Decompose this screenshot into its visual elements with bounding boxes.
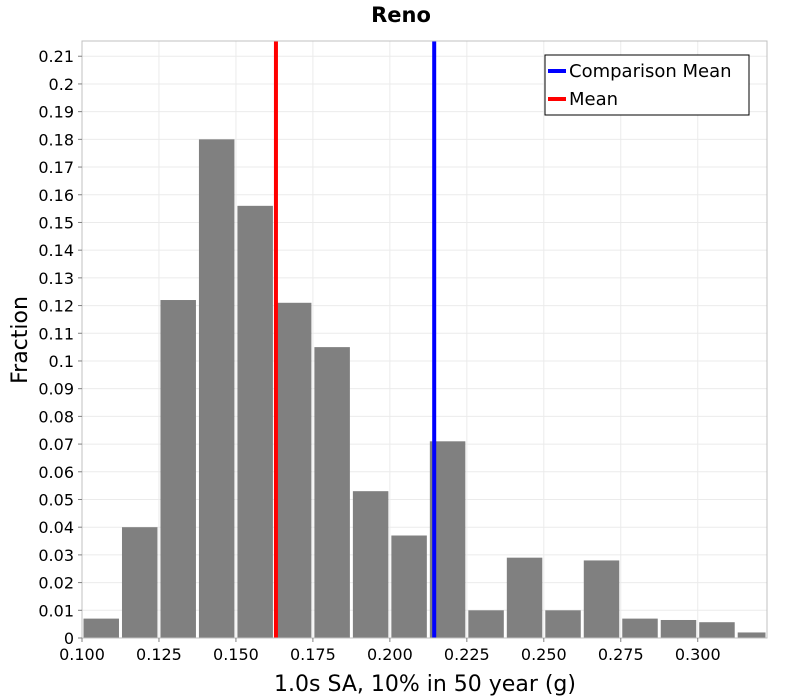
y-axis-label: Fraction <box>8 296 33 384</box>
y-tick-label: 0.17 <box>38 158 74 177</box>
y-tick-label: 0.09 <box>38 380 74 399</box>
y-tick-label: 0.08 <box>38 407 74 426</box>
histogram-bar <box>737 632 766 638</box>
histogram-bar <box>314 347 350 638</box>
y-tick-label: 0.18 <box>38 130 74 149</box>
histogram-bar <box>622 618 658 638</box>
y-tick-label: 0.12 <box>38 297 74 316</box>
x-tick-label: 0.150 <box>213 645 259 664</box>
x-tick-label: 0.300 <box>675 645 721 664</box>
x-tick-label: 0.225 <box>444 645 490 664</box>
x-axis-label: 1.0s SA, 10% in 50 year (g) <box>274 672 576 697</box>
bars <box>83 139 766 638</box>
histogram-bar <box>198 139 235 638</box>
y-tick-label: 0.14 <box>38 241 74 260</box>
histogram-bar <box>660 619 697 638</box>
y-tick-label: 0.03 <box>38 546 74 565</box>
x-tick-label: 0.175 <box>290 645 336 664</box>
histogram-bar <box>468 610 504 638</box>
chart-title: Reno <box>371 3 431 27</box>
y-tick-label: 0.01 <box>38 601 74 620</box>
y-tick-label: 0.11 <box>38 324 74 343</box>
x-tick-label: 0.125 <box>136 645 182 664</box>
y-tick-label: 0.02 <box>38 574 74 593</box>
y-tick-label: 0.04 <box>38 518 74 537</box>
x-tick-label: 0.275 <box>598 645 644 664</box>
x-tick-label: 0.100 <box>59 645 105 664</box>
y-tick-label: 0.07 <box>38 435 74 454</box>
x-axis-ticks: 0.100 0.125 0.150 0.175 0.200 0.225 0.250 0.275… <box>59 638 721 664</box>
y-tick-label: 0.1 <box>49 352 74 371</box>
histogram-bar <box>583 560 620 638</box>
x-tick-label: 0.200 <box>367 645 413 664</box>
histogram-bar <box>237 205 273 638</box>
x-tick-label: 0.250 <box>521 645 567 664</box>
legend-label: Mean <box>569 89 618 110</box>
legend: Comparison Mean Mean <box>544 54 750 116</box>
legend-label: Comparison Mean <box>569 61 732 82</box>
histogram-bar <box>391 535 427 638</box>
y-tick-label: 0.16 <box>38 186 74 205</box>
y-axis-ticks: 0 0.01 0.02 0.03 0.04 0.05 0.06 0.07 0.08 0.09 0.1… <box>38 47 82 648</box>
histogram-bar <box>275 302 312 638</box>
y-tick-label: 0.05 <box>38 490 74 509</box>
y-tick-label: 0 <box>64 629 74 648</box>
y-tick-label: 0.13 <box>38 269 74 288</box>
y-tick-label: 0.2 <box>49 75 74 94</box>
y-tick-label: 0.19 <box>38 103 74 122</box>
mean-lines <box>273 41 437 638</box>
histogram-bar <box>545 610 581 638</box>
histogram-bar <box>506 557 543 638</box>
y-tick-label: 0.15 <box>38 213 74 232</box>
histogram-bar <box>83 618 119 638</box>
histogram-bar <box>352 491 389 638</box>
y-tick-label: 0.21 <box>38 47 74 66</box>
histogram-bar <box>699 622 735 638</box>
legend-box <box>544 54 750 116</box>
histogram-bar <box>121 527 158 638</box>
histogram-bar <box>160 300 196 638</box>
y-tick-label: 0.06 <box>38 463 74 482</box>
plot-area <box>81 40 768 639</box>
